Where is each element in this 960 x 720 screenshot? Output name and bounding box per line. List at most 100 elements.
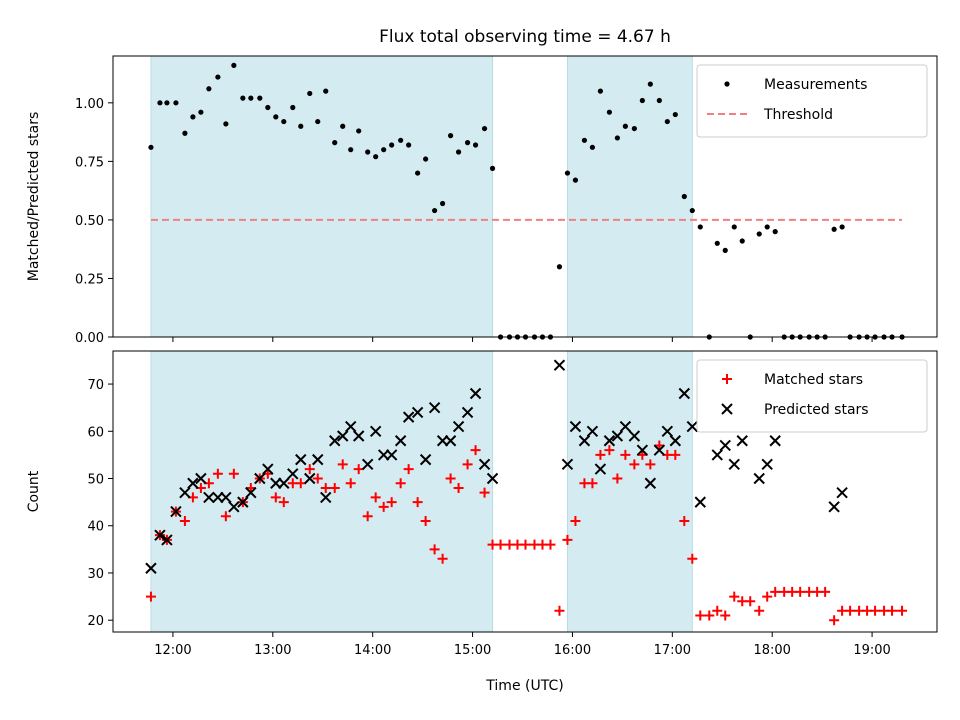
x-tick-label: 14:00: [354, 643, 391, 658]
legend-marker: [724, 81, 730, 87]
data-point: [689, 207, 695, 214]
data-point: [164, 100, 170, 106]
data-point: [595, 449, 606, 460]
data-point: [545, 539, 556, 550]
data-point: [432, 207, 438, 214]
data-point: [345, 478, 356, 489]
data-point: [257, 95, 263, 101]
y-tick-label: 50: [87, 473, 104, 488]
data-point: [661, 425, 674, 437]
data-point: [828, 501, 840, 513]
data-point: [195, 472, 207, 485]
data-point: [415, 170, 421, 176]
data-point: [420, 516, 431, 527]
data-point: [731, 224, 737, 230]
data-point: [411, 406, 424, 419]
data-point: [711, 449, 723, 461]
data-point: [556, 264, 563, 270]
data-point: [270, 492, 281, 503]
data-point: [198, 109, 204, 115]
data-point: [332, 140, 338, 146]
data-point: [145, 591, 156, 602]
data-point: [629, 459, 640, 470]
data-point: [653, 444, 666, 456]
chart-title: Flux total observing time = 4.67 h: [379, 27, 671, 47]
data-point: [594, 463, 607, 475]
data-point: [337, 430, 349, 442]
data-point: [402, 411, 415, 423]
data-point: [385, 449, 398, 461]
data-point: [254, 472, 266, 485]
data-point: [295, 478, 306, 489]
data-point: [639, 97, 645, 104]
data-point: [681, 193, 687, 200]
y-tick-label: 0.75: [75, 155, 104, 170]
data-point: [406, 142, 412, 148]
data-point: [298, 123, 304, 129]
data-point: [394, 435, 407, 447]
data-point: [157, 100, 163, 106]
data-point: [228, 468, 239, 479]
y-axis-label: Matched/Predicted stars: [26, 112, 42, 282]
data-point: [452, 420, 465, 433]
legend: Matched stars Predicted stars: [696, 359, 928, 433]
y-tick-label: 30: [87, 567, 104, 582]
legend: Measurements Threshold: [696, 64, 928, 138]
data-point: [597, 88, 604, 94]
data-point: [161, 534, 173, 546]
x-tick-label: 16:00: [554, 643, 591, 658]
data-point: [312, 453, 324, 466]
data-point: [447, 133, 454, 139]
data-point: [403, 464, 414, 475]
data-point: [455, 149, 462, 155]
data-point: [606, 109, 612, 115]
data-point: [352, 430, 365, 442]
data-point: [220, 491, 232, 504]
data-point: [587, 478, 598, 489]
data-point: [761, 458, 773, 471]
y-tick-label: 0.50: [75, 214, 104, 229]
data-point: [362, 511, 373, 522]
data-point: [670, 449, 681, 460]
data-point: [603, 435, 616, 447]
y-tick-label: 0.00: [75, 331, 104, 346]
data-point: [423, 156, 429, 162]
data-point: [581, 137, 588, 143]
data-point: [464, 140, 471, 146]
data-point: [770, 586, 781, 597]
data-point: [281, 118, 287, 125]
data-point: [265, 104, 271, 111]
data-point: [215, 74, 221, 80]
data-point: [461, 406, 474, 419]
data-point: [636, 444, 649, 456]
data-point: [444, 435, 457, 447]
count-panel: 12:00 13:00 14:00 15:00 16:00 17:00 18:00 19:00…: [26, 350, 938, 658]
data-point: [686, 420, 699, 433]
data-point: [720, 610, 731, 621]
data-point: [412, 497, 423, 508]
data-point: [745, 596, 756, 607]
data-point: [245, 486, 257, 499]
data-point: [381, 147, 387, 153]
data-point: [612, 473, 623, 484]
data-point: [373, 154, 379, 160]
data-point: [656, 97, 662, 104]
data-point: [348, 147, 354, 153]
data-point: [145, 562, 157, 574]
data-point: [187, 477, 199, 489]
data-point: [664, 118, 670, 125]
data-point: [445, 473, 456, 484]
x-axis-label: Time (UTC): [485, 678, 563, 694]
data-point: [719, 439, 731, 452]
data-point: [669, 435, 682, 447]
data-point: [369, 425, 382, 437]
data-point: [462, 459, 473, 470]
data-point: [469, 387, 482, 400]
data-point: [695, 610, 706, 621]
data-point: [398, 137, 404, 143]
data-point: [223, 121, 229, 127]
data-point: [231, 62, 237, 68]
observing-window: [150, 350, 494, 633]
data-point: [479, 487, 490, 498]
